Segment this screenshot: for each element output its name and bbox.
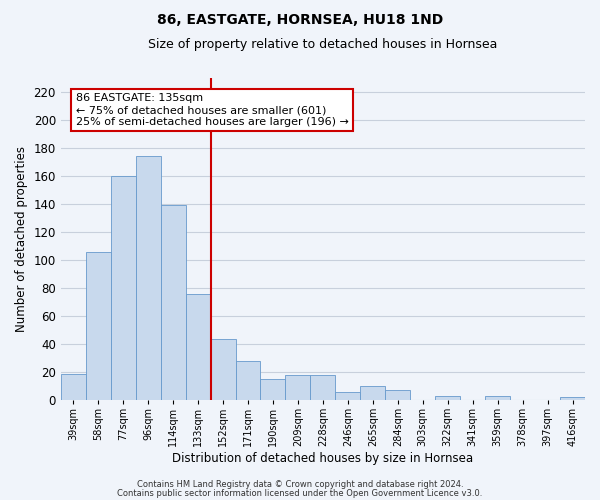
X-axis label: Distribution of detached houses by size in Hornsea: Distribution of detached houses by size … (172, 452, 473, 465)
Bar (260, 379, 286, 400)
Bar (435, 396, 460, 400)
Bar (211, 338, 236, 400)
Bar (185, 294, 211, 400)
Bar (560, 398, 585, 400)
Bar (136, 156, 161, 400)
Bar (286, 375, 310, 400)
Text: Contains public sector information licensed under the Open Government Licence v3: Contains public sector information licen… (118, 488, 482, 498)
Bar (485, 396, 510, 400)
Bar (111, 176, 136, 400)
Bar (310, 375, 335, 400)
Y-axis label: Number of detached properties: Number of detached properties (15, 146, 28, 332)
Title: Size of property relative to detached houses in Hornsea: Size of property relative to detached ho… (148, 38, 497, 51)
Bar (236, 361, 260, 400)
Text: Contains HM Land Registry data © Crown copyright and database right 2024.: Contains HM Land Registry data © Crown c… (137, 480, 463, 489)
Bar (335, 392, 361, 400)
Bar (86, 252, 111, 400)
Bar (361, 386, 385, 400)
Bar (61, 374, 86, 400)
Bar (161, 206, 185, 400)
Text: 86, EASTGATE, HORNSEA, HU18 1ND: 86, EASTGATE, HORNSEA, HU18 1ND (157, 12, 443, 26)
Bar (385, 390, 410, 400)
Text: 86 EASTGATE: 135sqm
← 75% of detached houses are smaller (601)
25% of semi-detac: 86 EASTGATE: 135sqm ← 75% of detached ho… (76, 94, 349, 126)
